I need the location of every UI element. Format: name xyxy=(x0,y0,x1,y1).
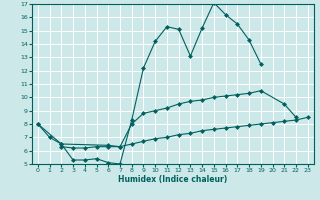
X-axis label: Humidex (Indice chaleur): Humidex (Indice chaleur) xyxy=(118,175,228,184)
